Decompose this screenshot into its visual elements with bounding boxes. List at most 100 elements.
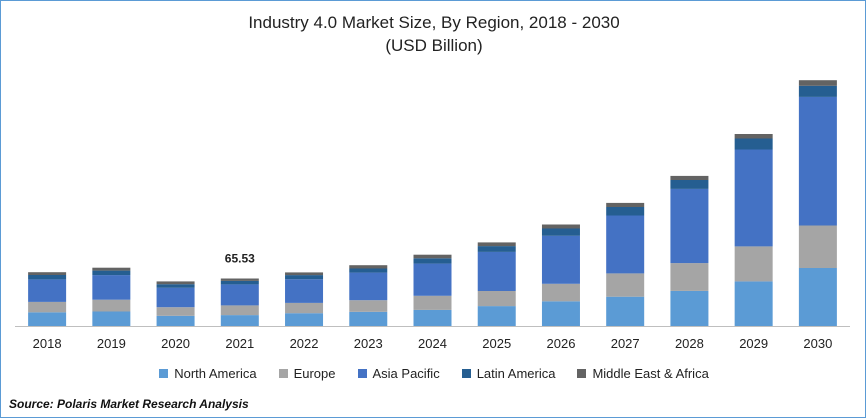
x-tick-label: 2024 <box>418 336 447 351</box>
bar-segment <box>734 134 773 139</box>
bar-segment <box>285 272 324 276</box>
legend-swatch <box>461 369 471 378</box>
legend-label: North America <box>174 366 257 381</box>
legend-item: Europe <box>278 366 336 381</box>
bar-segment <box>606 207 645 216</box>
bar-segment <box>92 267 131 271</box>
bar-segment <box>798 268 837 326</box>
bar-segment <box>670 175 709 180</box>
x-tick-label: 2027 <box>611 336 640 351</box>
bar-segment <box>734 246 773 282</box>
legend-swatch <box>357 369 367 378</box>
x-tick-label: 2022 <box>290 336 319 351</box>
bar-segment <box>349 300 388 312</box>
bar-segment <box>285 302 324 314</box>
legend-item: Asia Pacific <box>357 366 440 381</box>
legend-label: Latin America <box>476 366 556 381</box>
bar-segment <box>413 295 452 310</box>
bar-segment <box>413 254 452 259</box>
bar-segment <box>28 301 67 313</box>
bar-segment <box>477 242 516 247</box>
legend-item: Latin America <box>461 366 556 381</box>
bar-segment <box>349 311 388 326</box>
bar-segment <box>670 188 709 264</box>
bar-segment <box>541 235 580 284</box>
chart-subtitle: (USD Billion) <box>385 36 483 55</box>
bar-segment <box>220 280 259 285</box>
bar-segment <box>156 284 195 288</box>
legend-label: Asia Pacific <box>372 366 440 381</box>
bar-segment <box>28 312 67 326</box>
bar-segment <box>156 315 195 326</box>
bar-segment <box>798 85 837 97</box>
bar-segment <box>285 313 324 326</box>
x-tick-label: 2019 <box>97 336 126 351</box>
bar-segment <box>541 228 580 236</box>
bar-segment <box>349 265 388 269</box>
bar-segment <box>541 283 580 302</box>
bar-segment <box>220 305 259 316</box>
x-tick-label: 2021 <box>225 336 254 351</box>
bar-segment <box>92 275 131 300</box>
bar-segment <box>798 96 837 226</box>
x-tick-label: 2026 <box>547 336 576 351</box>
bar-segment <box>477 251 516 291</box>
bar-segment <box>220 278 259 281</box>
bar-segment <box>156 287 195 308</box>
bar-segment <box>734 138 773 150</box>
bar-segment <box>606 273 645 297</box>
bar-segment <box>606 202 645 207</box>
x-tick-label: 2018 <box>33 336 62 351</box>
x-tick-label: 2029 <box>739 336 768 351</box>
bar-segment <box>220 315 259 326</box>
bar-segment <box>156 281 195 285</box>
legend-swatch <box>159 369 169 378</box>
bar-segment <box>28 272 67 275</box>
bar-segment <box>349 272 388 301</box>
x-tick-label: 2030 <box>803 336 832 351</box>
bar-segment <box>413 258 452 264</box>
bar-segment <box>798 80 837 86</box>
chart-title: Industry 4.0 Market Size, By Region, 201… <box>248 13 620 32</box>
chart-legend: North America Europe Asia Pacific Latin Ame… <box>0 366 868 381</box>
legend-label: Middle East & Africa <box>592 366 709 381</box>
bar-segment <box>606 215 645 274</box>
bar-segment <box>285 279 324 303</box>
bar-segment <box>477 246 516 252</box>
bar-segment <box>92 299 131 312</box>
bar-segment <box>734 281 773 326</box>
bar-segment <box>734 149 773 247</box>
bar-segment <box>285 275 324 280</box>
bar-segment <box>477 306 516 326</box>
bar-segment <box>28 275 67 280</box>
legend-swatch <box>278 369 288 378</box>
bar-segment <box>92 270 131 276</box>
legend-label: Europe <box>293 366 336 381</box>
bar-segment <box>156 307 195 316</box>
bar-segment <box>349 268 388 273</box>
legend-swatch <box>577 369 587 378</box>
bar-segment <box>798 225 837 268</box>
bar-segment <box>670 180 709 189</box>
bar-segment <box>606 296 645 326</box>
legend-item: North America <box>159 366 257 381</box>
x-tick-label: 2025 <box>482 336 511 351</box>
bar-segment <box>413 263 452 296</box>
source-note: Source: Polaris Market Research Analysis <box>9 397 249 411</box>
legend-item: Middle East & Africa <box>577 366 709 381</box>
bar-segment <box>670 263 709 291</box>
bar-segment <box>477 291 516 307</box>
x-tick-label: 2020 <box>161 336 190 351</box>
bar-segment <box>413 309 452 326</box>
bar-segment <box>541 224 580 229</box>
bar-segment <box>220 284 259 306</box>
data-label: 65.53 <box>225 252 255 266</box>
bar-segment <box>28 279 67 302</box>
x-tick-label: 2023 <box>354 336 383 351</box>
bar-segment <box>670 290 709 326</box>
bar-segment <box>541 301 580 326</box>
bar-segment <box>92 311 131 326</box>
x-tick-label: 2028 <box>675 336 704 351</box>
